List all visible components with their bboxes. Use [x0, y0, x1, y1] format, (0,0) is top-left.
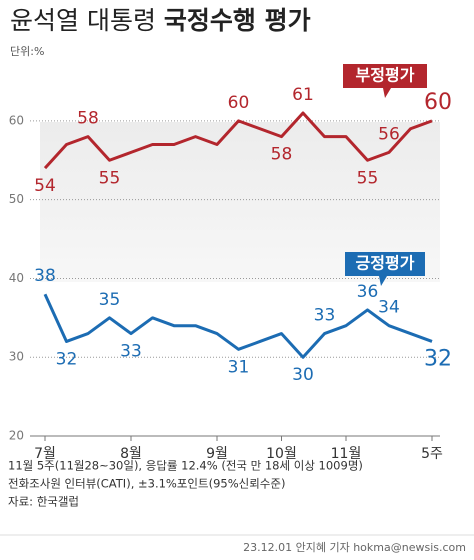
value-label: 55	[357, 168, 379, 188]
value-label: 61	[292, 85, 314, 105]
note: 전화조사원 인터뷰(CATI), ±3.1%포인트(95%신뢰수준)	[8, 477, 285, 491]
value-label: 36	[357, 282, 379, 302]
title-normal: 윤석열 대통령	[10, 6, 156, 35]
x-tick-label: 11월	[331, 446, 362, 462]
unit: 단위:%	[10, 45, 44, 58]
value-label: 33	[314, 306, 336, 326]
note: 11월 5주(11월28~30일), 응답률 12.4% (전국 만 18세 이…	[8, 459, 363, 473]
value-label: 34	[378, 298, 400, 318]
x-tick-label: 7월	[34, 446, 56, 462]
value-label: 35	[99, 290, 121, 310]
value-label: 58	[77, 109, 99, 129]
value-label: 30	[292, 365, 314, 385]
legend-label: 긍정평가	[356, 254, 415, 273]
y-tick-label: 50	[9, 192, 24, 206]
x-tick-label: 5주	[421, 446, 443, 462]
y-tick-label: 30	[9, 350, 24, 364]
y-tick-label: 20	[9, 429, 24, 443]
y-tick-label: 40	[9, 271, 24, 285]
value-label: 32	[56, 349, 78, 369]
credit: 23.12.01 안지혜 기자 hokma@newsis.com	[243, 541, 466, 554]
footer: 11월 5주(11월28~30일), 응답률 12.4% (전국 만 18세 이…	[8, 459, 363, 509]
series-line	[43, 111, 433, 170]
legend-box	[345, 252, 425, 286]
x-tick-label: 8월	[120, 446, 142, 462]
value-label: 54	[34, 176, 56, 196]
value-label: 60	[228, 93, 250, 113]
chart-title: 윤석열 대통령 국정수행 평가	[10, 6, 311, 35]
value-label: 56	[378, 124, 400, 144]
title-bold: 국정수행 평가	[164, 6, 311, 35]
value-label: 38	[34, 266, 56, 286]
note: 자료: 한국갤럽	[8, 495, 79, 509]
x-tick-label: 9월	[206, 446, 228, 462]
value-label: 55	[99, 168, 121, 188]
value-label: 33	[120, 342, 142, 362]
y-tick-label: 60	[9, 113, 24, 127]
series-line	[43, 293, 433, 359]
legend-label: 부정평가	[356, 66, 415, 85]
value-label: 60	[424, 90, 452, 115]
value-label: 58	[271, 145, 293, 165]
legend-box	[343, 64, 427, 98]
x-tick-label: 10월	[266, 446, 297, 462]
plot: 20 30 40 50 60 7월 8월 9월 10월 11월 5주 54 58 55 60 58 61 55 56…	[9, 85, 452, 462]
value-label: 32	[424, 346, 452, 371]
value-label: 31	[228, 357, 250, 377]
